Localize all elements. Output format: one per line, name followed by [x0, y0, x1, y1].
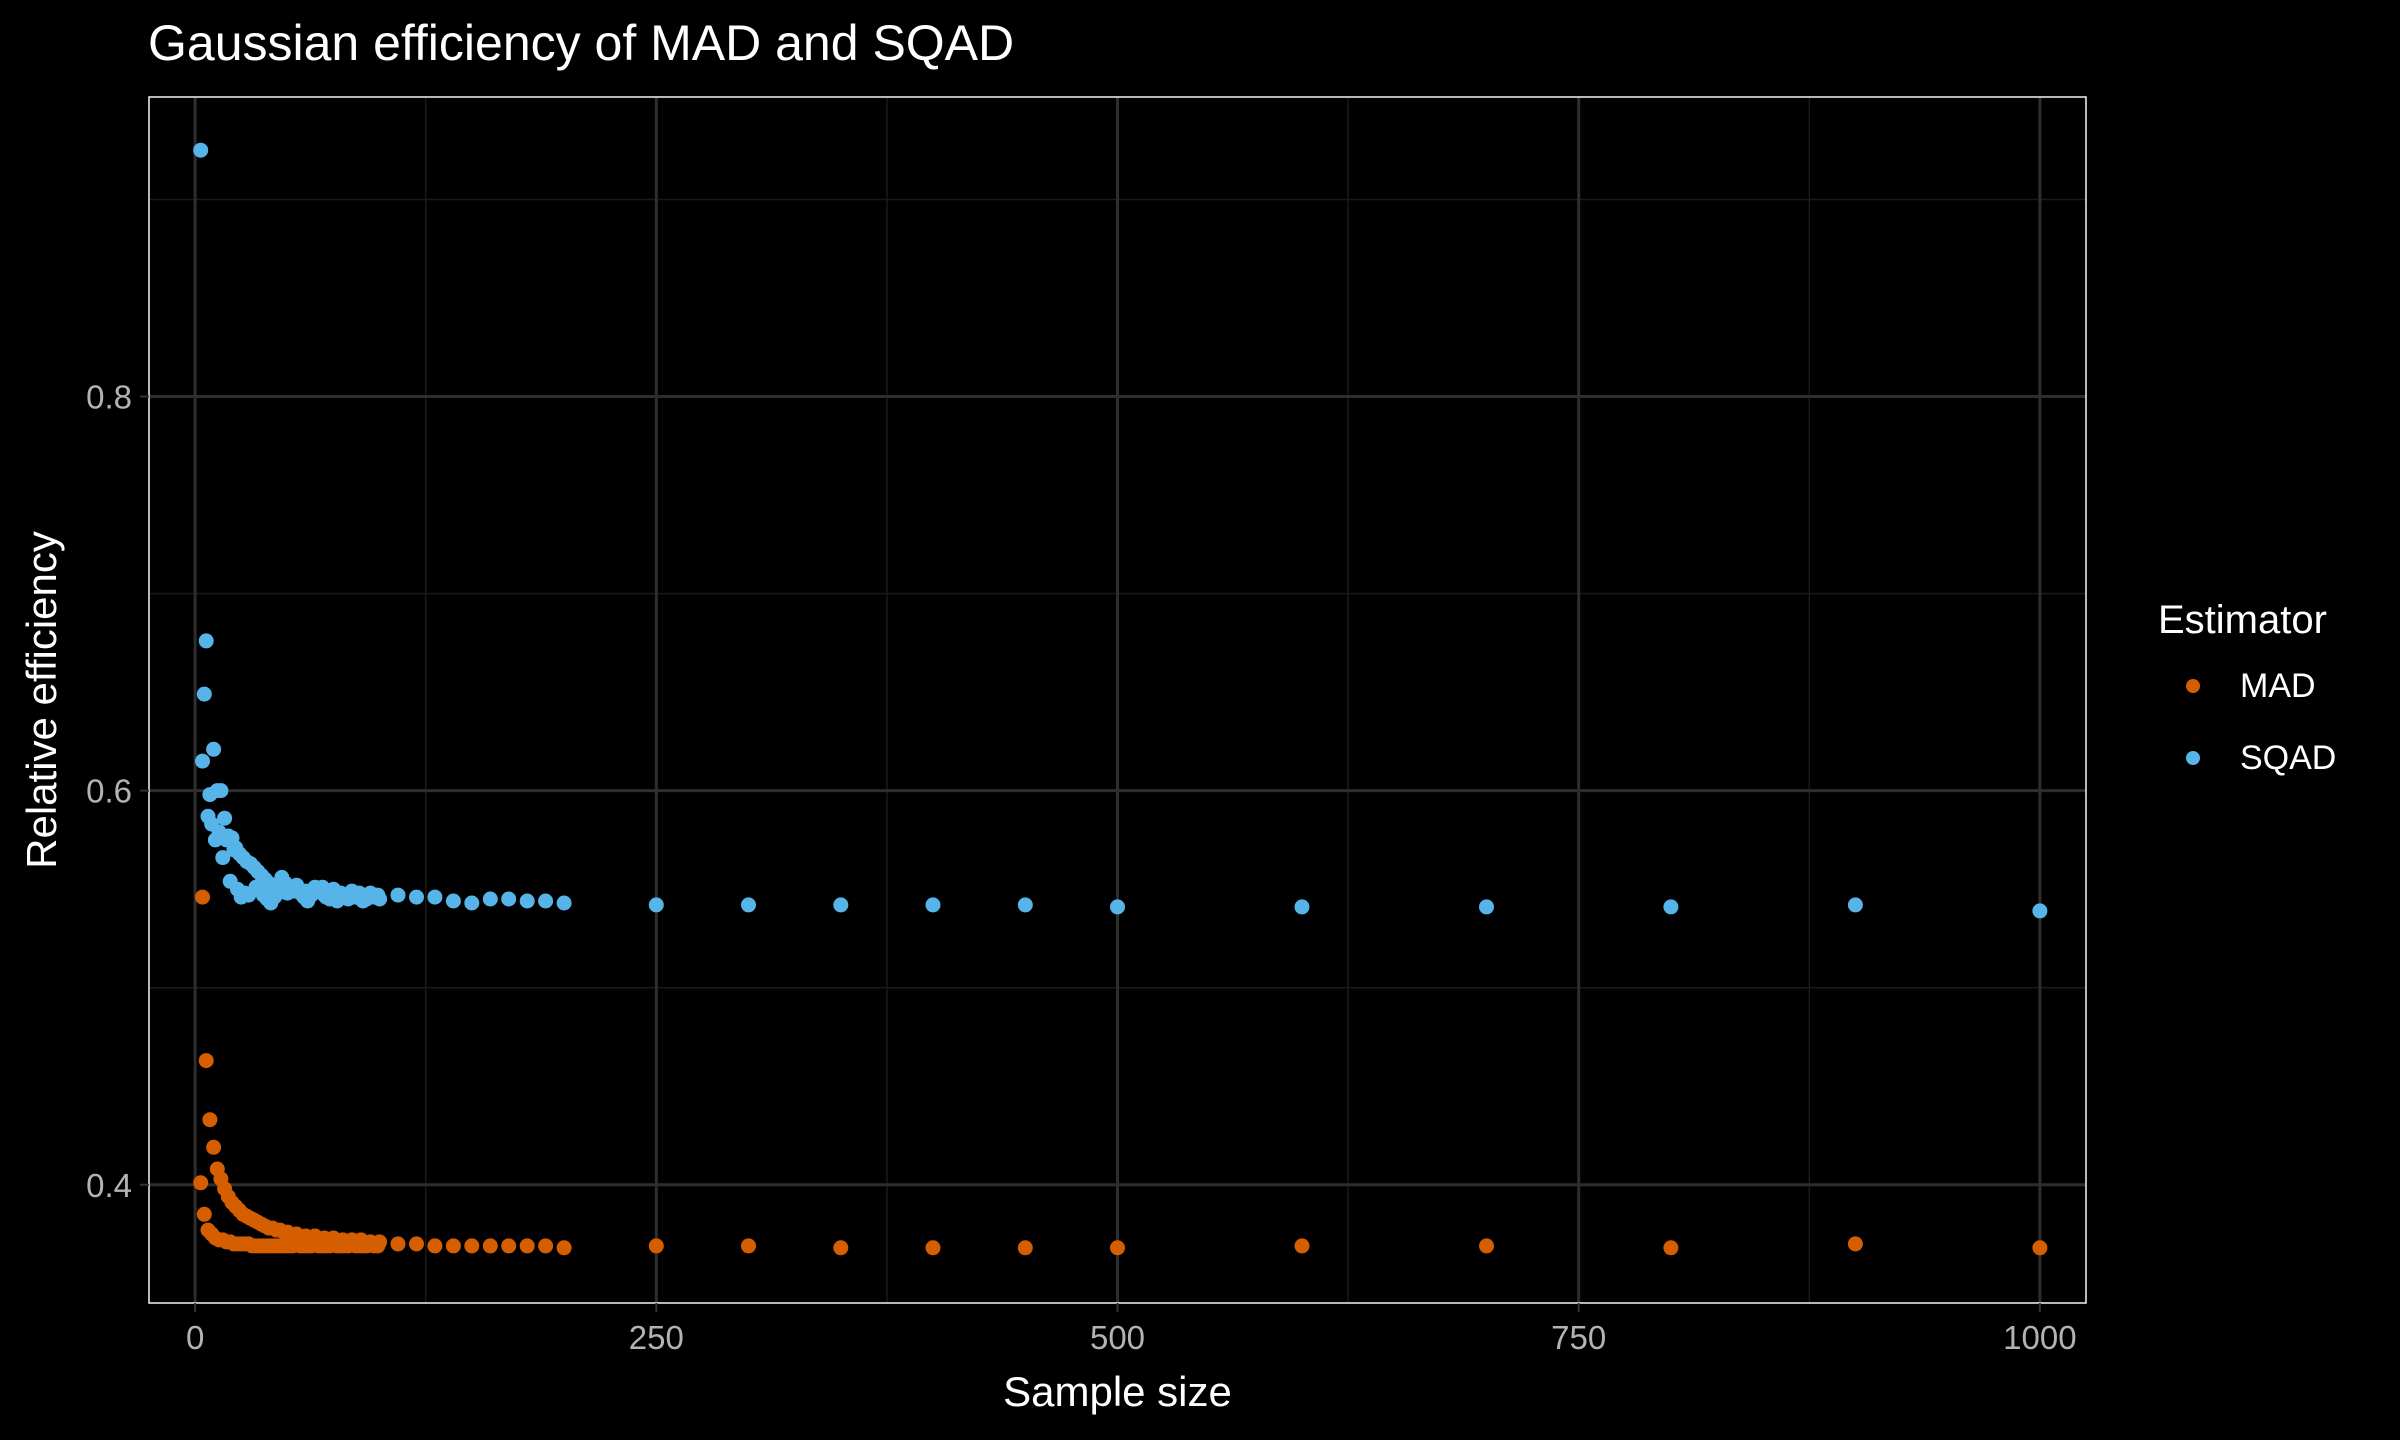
point-sqad	[213, 783, 229, 799]
point-sqad	[409, 889, 424, 905]
legend-key-mad	[2158, 679, 2228, 693]
point-sqad	[1847, 897, 1863, 913]
legend: Estimator MAD SQAD	[2158, 590, 2336, 794]
legend-dot-mad	[2186, 679, 2200, 693]
y-tick-label: 0.8	[86, 379, 132, 416]
point-sqad	[206, 741, 222, 757]
point-mad	[202, 1112, 218, 1128]
point-sqad	[196, 686, 212, 702]
point-sqad	[370, 887, 386, 903]
point-sqad	[538, 893, 554, 909]
point-sqad	[390, 887, 406, 903]
point-mad	[519, 1238, 535, 1254]
point-sqad	[198, 633, 214, 649]
legend-item-mad: MAD	[2158, 650, 2336, 722]
point-sqad	[648, 897, 664, 913]
point-mad	[741, 1238, 756, 1254]
legend-label-sqad: SQAD	[2240, 738, 2337, 777]
point-mad	[409, 1236, 424, 1252]
point-sqad	[215, 850, 231, 866]
point-mad	[1294, 1238, 1310, 1254]
legend-dot-sqad	[2186, 751, 2200, 765]
point-mad	[482, 1238, 498, 1254]
point-mad	[206, 1139, 222, 1155]
y-tick-label: 0.6	[86, 773, 132, 810]
x-tick-label: 750	[1551, 1319, 1606, 1356]
point-sqad	[1479, 899, 1494, 915]
point-mad	[556, 1240, 572, 1256]
point-sqad	[1294, 899, 1310, 915]
point-sqad	[741, 897, 756, 913]
x-tick-label: 1000	[2003, 1319, 2076, 1356]
point-sqad	[833, 897, 849, 913]
point-mad	[427, 1238, 443, 1254]
point-mad	[370, 1238, 386, 1254]
point-sqad	[501, 891, 517, 907]
point-mad	[501, 1238, 517, 1254]
point-mad	[1017, 1240, 1033, 1256]
legend-key-sqad	[2158, 751, 2228, 765]
legend-item-sqad: SQAD	[2158, 722, 2336, 794]
point-sqad	[445, 893, 461, 909]
point-sqad	[217, 810, 233, 826]
point-mad	[445, 1238, 461, 1254]
chart-title: Gaussian efficiency of MAD and SQAD	[148, 15, 1015, 71]
point-sqad	[1110, 899, 1125, 915]
point-sqad	[1017, 897, 1033, 913]
point-sqad	[519, 893, 535, 909]
point-mad	[833, 1240, 849, 1256]
points-layer	[193, 142, 2048, 1256]
point-mad	[196, 1206, 212, 1222]
point-sqad	[195, 753, 210, 769]
x-tick-label: 0	[186, 1319, 204, 1356]
y-tick-label: 0.4	[86, 1167, 132, 1204]
point-sqad	[193, 142, 209, 158]
point-sqad	[1663, 899, 1679, 915]
grid-layer	[149, 97, 2086, 1303]
point-mad	[464, 1238, 480, 1254]
axis-layer: 0 250 500 750 1000 0.4 0.6 0.8	[86, 379, 2076, 1356]
point-mad	[390, 1236, 406, 1252]
point-sqad	[925, 897, 941, 913]
point-sqad	[2032, 903, 2048, 919]
point-sqad	[556, 895, 572, 911]
point-mad	[925, 1240, 941, 1256]
point-mad	[538, 1238, 554, 1254]
y-axis-title: Relative efficiency	[18, 531, 65, 869]
point-mad	[1479, 1238, 1494, 1254]
x-tick-label: 250	[629, 1319, 684, 1356]
x-tick-label: 500	[1090, 1319, 1145, 1356]
legend-title: Estimator	[2158, 598, 2327, 642]
point-mad	[1663, 1240, 1679, 1256]
point-sqad	[427, 889, 443, 905]
point-mad	[198, 1053, 214, 1069]
point-mad	[1847, 1236, 1863, 1252]
legend-label-mad: MAD	[2240, 666, 2316, 705]
point-mad	[2032, 1240, 2048, 1256]
point-sqad	[482, 891, 498, 907]
point-mad	[193, 1175, 209, 1191]
point-mad	[648, 1238, 664, 1254]
point-sqad	[464, 895, 480, 911]
point-mad	[1110, 1240, 1125, 1256]
point-mad	[195, 889, 210, 905]
x-axis-title: Sample size	[1003, 1368, 1232, 1415]
